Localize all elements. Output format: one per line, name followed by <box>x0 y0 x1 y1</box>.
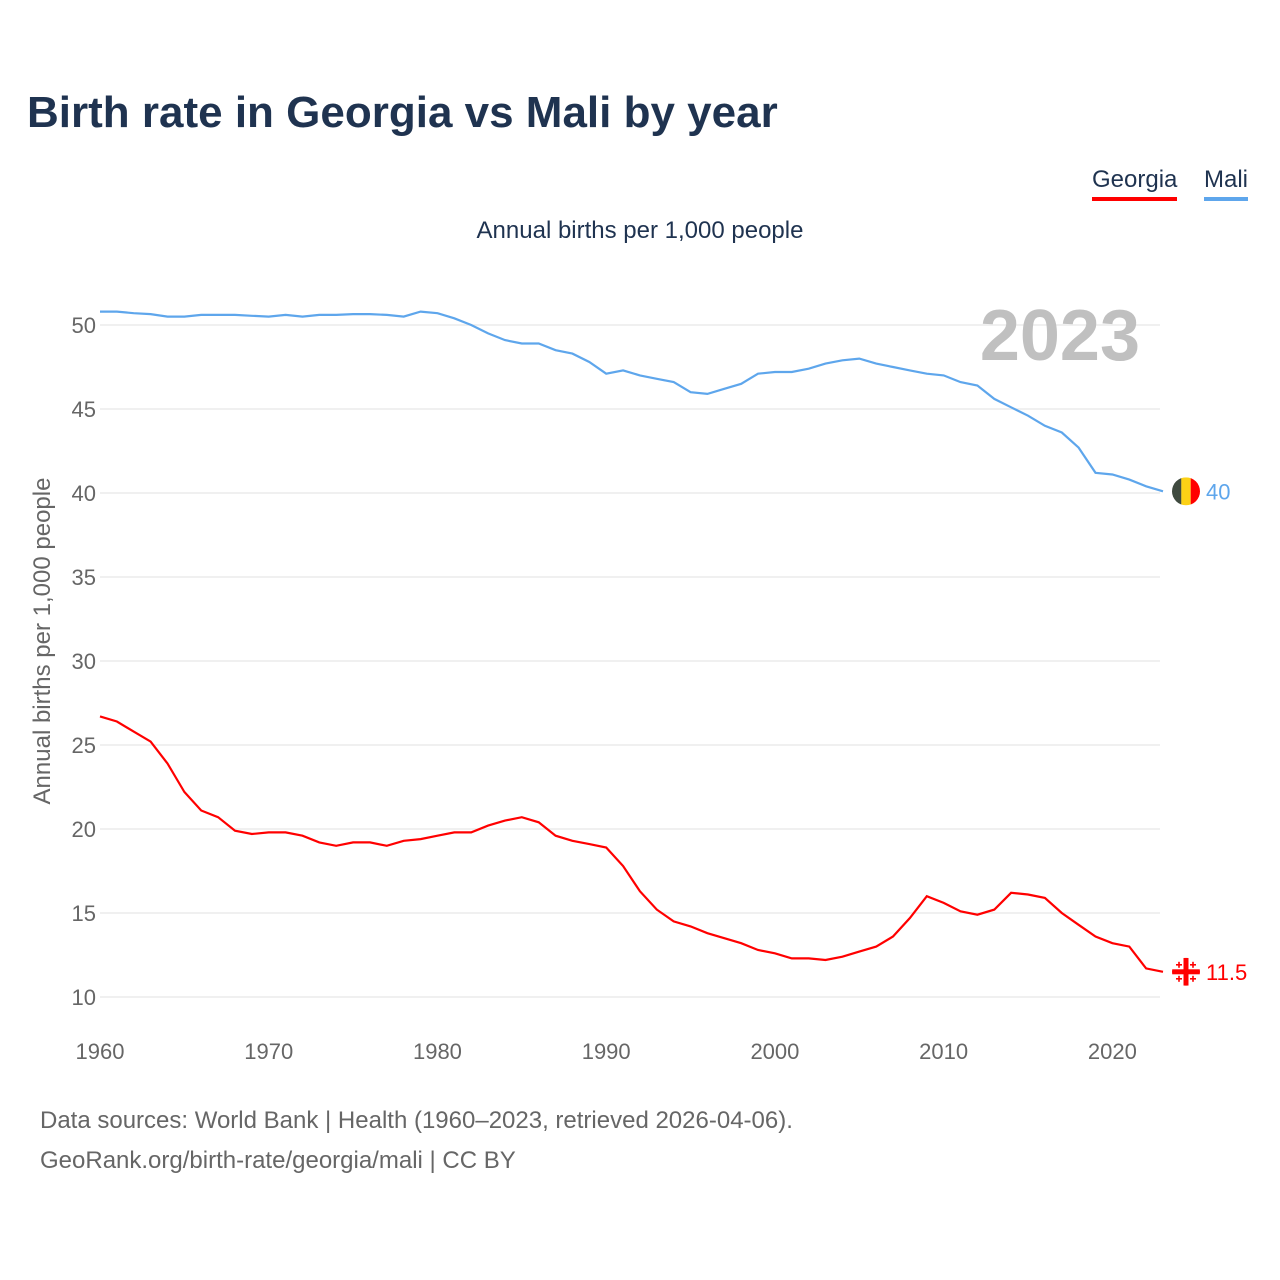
y-tick-label: 30 <box>72 649 96 674</box>
y-tick-label: 10 <box>72 985 96 1010</box>
legend-georgia[interactable]: Georgia <box>1092 166 1178 201</box>
chart-subtitle: Annual births per 1,000 people <box>476 217 804 244</box>
y-tick-label: 45 <box>72 397 96 422</box>
x-tick-label: 1980 <box>413 1039 462 1064</box>
y-tick-label: 50 <box>72 313 96 338</box>
footer-link[interactable]: GeoRank.org/birth-rate/georgia/mali | CC… <box>40 1147 516 1174</box>
georgia-flag-icon <box>1172 957 1200 986</box>
y-tick-label: 20 <box>72 817 96 842</box>
series-lines <box>99 310 1164 973</box>
y-axis-label: Annual births per 1,000 people <box>29 478 56 805</box>
y-tick-label: 15 <box>72 901 96 926</box>
legend-mali[interactable]: Mali <box>1204 166 1249 201</box>
end-value-label-mali: 40 <box>1206 479 1230 504</box>
y-tick-label: 25 <box>72 733 96 758</box>
x-tick-label: 2000 <box>750 1039 799 1064</box>
series-line-georgia <box>99 715 1164 973</box>
end-value-label-georgia: 11.5 <box>1206 960 1247 985</box>
x-tick-label: 2010 <box>919 1039 968 1064</box>
y-tick-label: 40 <box>72 481 96 506</box>
gridlines: 10 15 20 25 30 35 40 45 50 1960 1970 1980 1990 2000 20… <box>72 313 1160 1064</box>
x-tick-label: 2020 <box>1088 1039 1137 1064</box>
y-tick-label: 35 <box>72 565 96 590</box>
x-tick-label: 1960 <box>76 1039 125 1064</box>
mali-flag-icon <box>1172 477 1200 506</box>
x-tick-label: 1990 <box>582 1039 631 1064</box>
year-watermark: 2023 <box>980 296 1140 376</box>
chart-title: Birth rate in Georgia vs Mali by year <box>27 88 778 137</box>
end-markers: 11.5 40 <box>1172 477 1247 986</box>
footer-source: Data sources: World Bank | Health (1960–… <box>40 1107 793 1134</box>
series-line-mali <box>100 310 1164 493</box>
x-tick-label: 1970 <box>244 1039 293 1064</box>
